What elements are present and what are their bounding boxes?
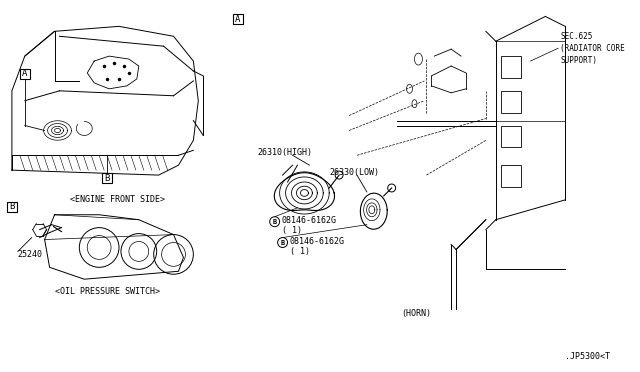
Bar bbox=[233, 15, 243, 25]
Text: <ENGINE FRONT SIDE>: <ENGINE FRONT SIDE> bbox=[70, 195, 164, 204]
Text: (HORN): (HORN) bbox=[401, 310, 431, 318]
Bar bbox=[500, 56, 520, 78]
Text: ( 1): ( 1) bbox=[282, 226, 301, 235]
Bar bbox=[7, 202, 17, 212]
Text: 26310(HIGH): 26310(HIGH) bbox=[258, 148, 313, 157]
Text: 08146-6162G: 08146-6162G bbox=[289, 237, 344, 246]
Text: SEC.625: SEC.625 bbox=[560, 32, 593, 41]
Text: 08146-6162G: 08146-6162G bbox=[282, 216, 337, 225]
Bar bbox=[500, 125, 520, 147]
Text: ( 1): ( 1) bbox=[289, 247, 310, 256]
Text: B: B bbox=[9, 202, 15, 211]
Text: (RADIATOR CORE: (RADIATOR CORE bbox=[560, 44, 625, 53]
Text: A: A bbox=[236, 15, 241, 24]
Bar bbox=[20, 69, 29, 79]
Bar bbox=[102, 173, 112, 183]
Bar bbox=[500, 165, 520, 187]
Text: .JP5300<T: .JP5300<T bbox=[565, 352, 610, 361]
Bar bbox=[500, 91, 520, 113]
Text: B: B bbox=[273, 219, 276, 225]
Text: B: B bbox=[280, 240, 285, 246]
Text: B: B bbox=[104, 174, 110, 183]
Text: <OIL PRESSURE SWITCH>: <OIL PRESSURE SWITCH> bbox=[54, 286, 159, 296]
Text: A: A bbox=[22, 70, 28, 78]
Text: 26330(LOW): 26330(LOW) bbox=[329, 168, 379, 177]
Text: 25240: 25240 bbox=[18, 250, 43, 259]
Text: SUPPORT): SUPPORT) bbox=[560, 55, 597, 65]
